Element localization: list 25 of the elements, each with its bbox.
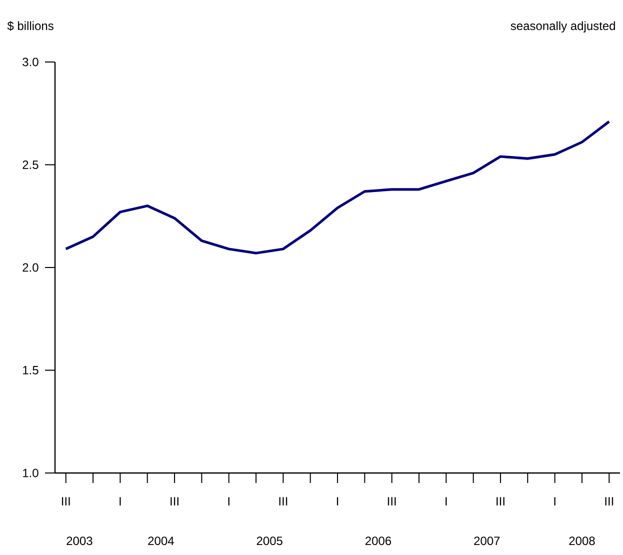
- text: 2003: [66, 536, 92, 546]
- x-tick-label: I: [120, 497, 121, 506]
- y-axis-title: $ billions: [7, 21, 54, 31]
- x-tick-label: III: [388, 497, 396, 506]
- text: 2007: [474, 536, 500, 546]
- y-tick-label: 1.0: [23, 468, 38, 478]
- line-series: [64, 120, 610, 254]
- x-tick-label: III: [279, 497, 288, 506]
- x-tick-label: III: [170, 497, 178, 506]
- x-tick-label: I: [336, 497, 338, 506]
- text: 2008: [569, 536, 595, 546]
- text: 2006: [366, 536, 392, 546]
- x-tick-label: III: [605, 497, 614, 506]
- y-tick-label: 3.0: [22, 58, 38, 66]
- y-tick-label: 2.5: [22, 160, 38, 169]
- text: 2004: [148, 536, 174, 546]
- x-tick-label: III: [496, 497, 504, 506]
- x-tick-label: III: [62, 497, 70, 506]
- chart-subtitle: seasonally adjusted: [510, 21, 616, 32]
- x-tick-label: I: [446, 497, 447, 506]
- y-tick-label: 1.5: [23, 366, 38, 374]
- x-tick-label: I: [228, 497, 230, 506]
- y-tick-label: 2.0: [22, 263, 38, 272]
- x-tick-label: I: [554, 497, 556, 506]
- text: 2005: [256, 536, 282, 546]
